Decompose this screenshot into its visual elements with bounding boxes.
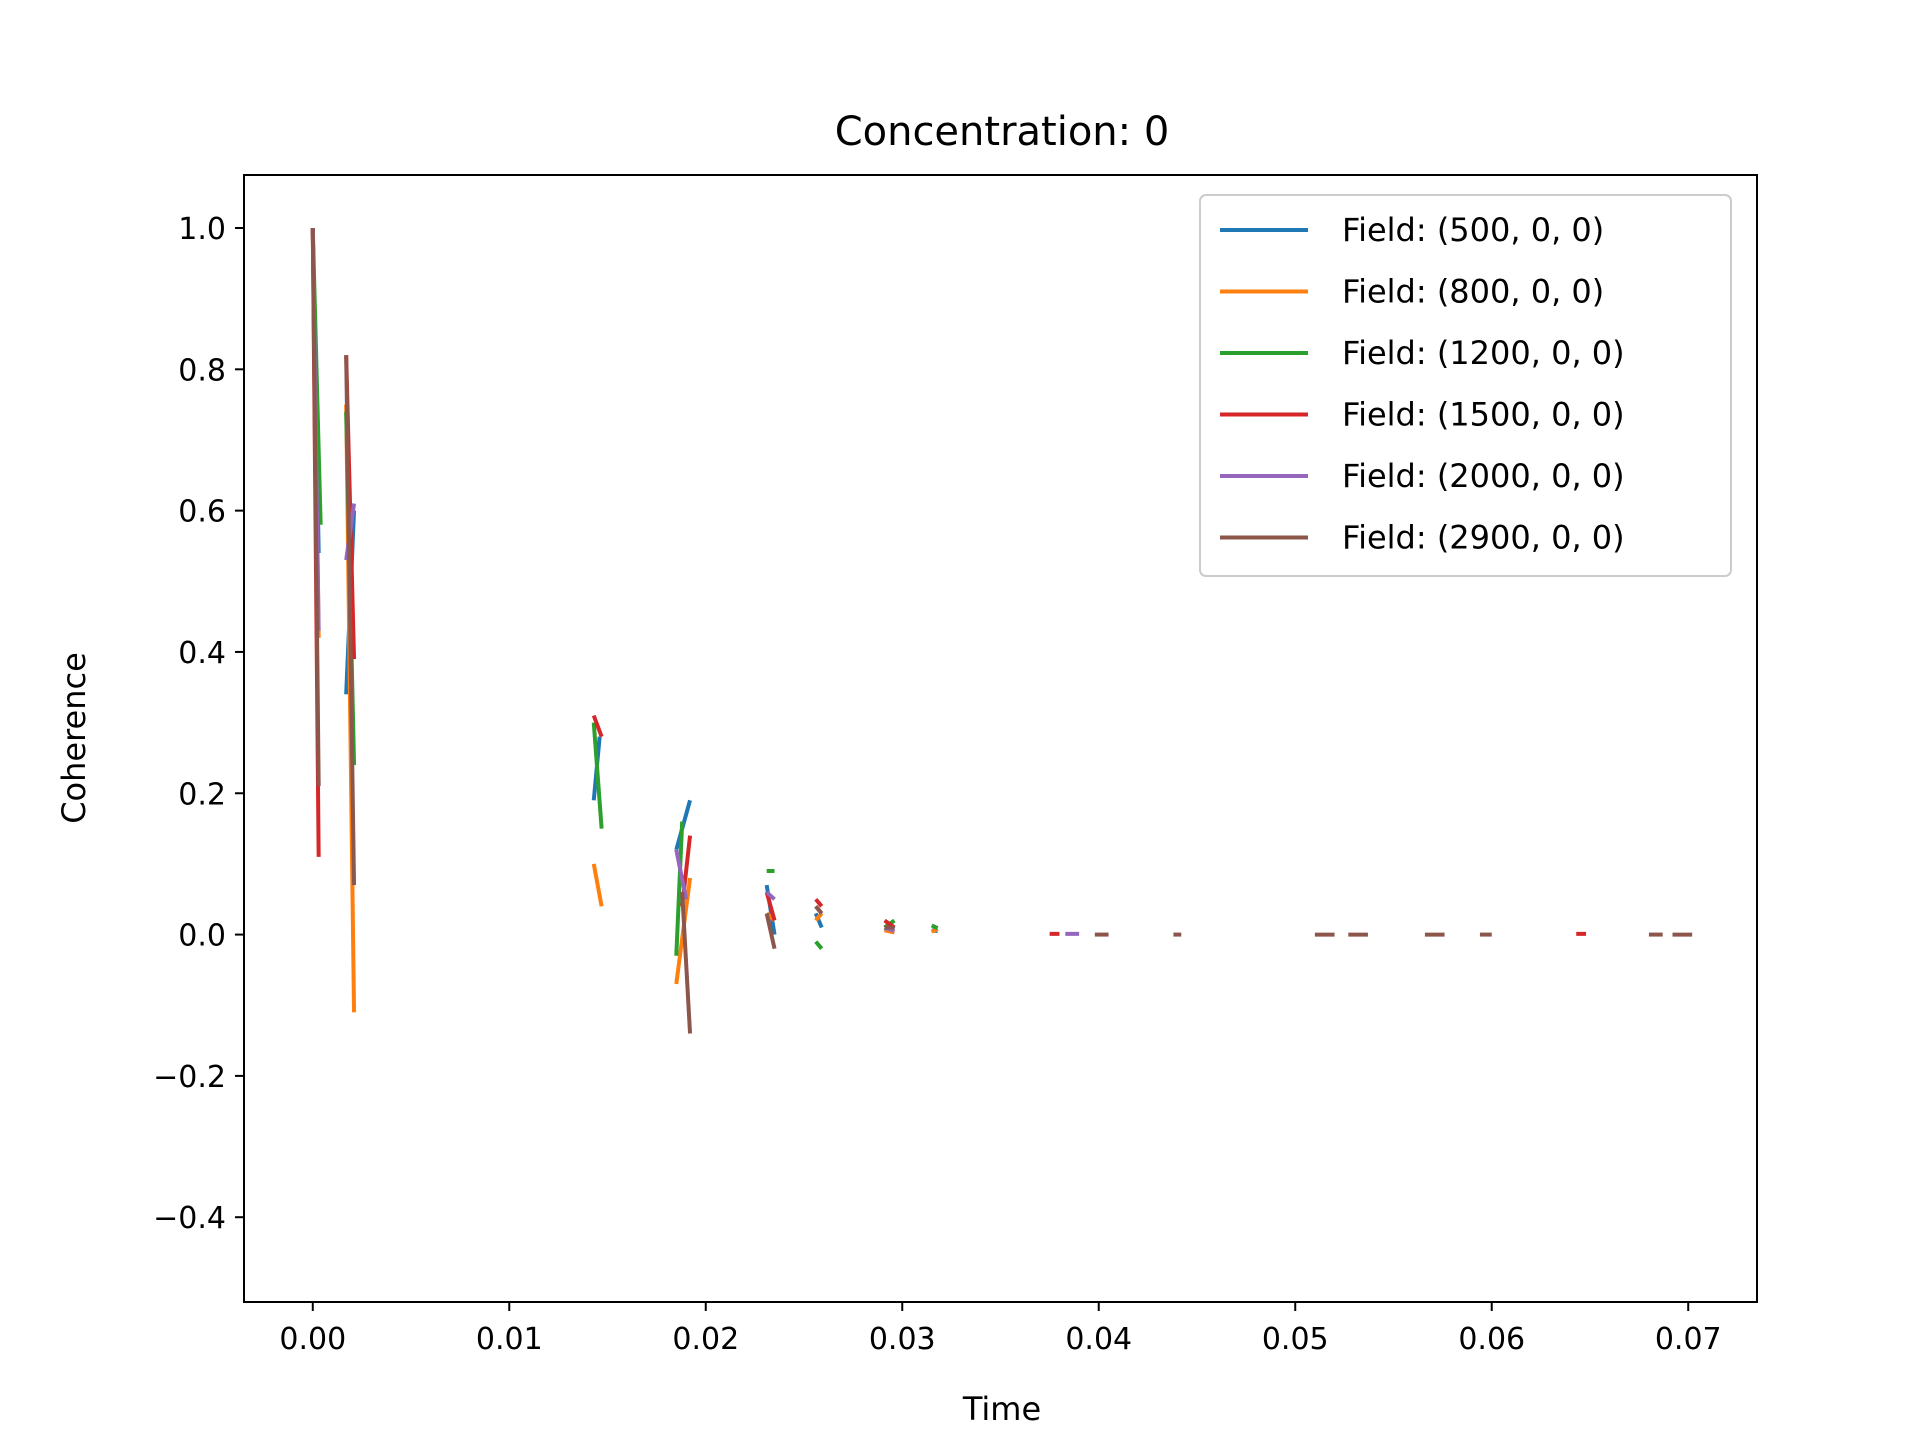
series-segment: [310, 227, 321, 787]
chart-title: Concentration: 0: [835, 109, 1170, 155]
x-tick-label: 0.01: [476, 1322, 543, 1357]
y-tick-label: 0.4: [178, 636, 226, 671]
legend-entry: Field: (2000, 0, 0): [1342, 457, 1625, 495]
plot-frame: [243, 174, 1758, 1303]
series-segment: [591, 863, 604, 907]
y-axis-label: Coherence: [55, 652, 93, 824]
series-segment: [814, 905, 824, 915]
y-tick-label: −0.2: [153, 1060, 226, 1095]
legend-entry: Field: (1500, 0, 0): [1342, 396, 1625, 434]
series-segment: [674, 821, 685, 956]
y-tick-label: 0.2: [178, 777, 226, 812]
series-segment: [344, 355, 357, 886]
series-segment: [764, 912, 777, 950]
legend-entry: Field: (800, 0, 0): [1342, 273, 1604, 311]
y-tick-label: 0.8: [178, 353, 226, 388]
x-axis-ticks: 0.00 0.01 0.02 0.03 0.04 0.05 0.06 0.07: [279, 1302, 1722, 1357]
y-tick-label: 1.0: [178, 212, 226, 247]
y-tick-label: −0.4: [153, 1201, 226, 1236]
x-tick-label: 0.07: [1655, 1322, 1722, 1357]
x-tick-label: 0.04: [1065, 1322, 1132, 1357]
series-line: [310, 227, 1693, 1034]
y-tick-label: 0.0: [178, 919, 226, 954]
legend: Field: (500, 0, 0) Field: (800, 0, 0) Fiel…: [1199, 194, 1732, 577]
series-segment: [591, 722, 604, 829]
series-segment: [814, 940, 824, 950]
x-tick-label: 0.05: [1262, 1322, 1329, 1357]
series-segment: [813, 912, 824, 929]
x-tick-label: 0.02: [672, 1322, 739, 1357]
series-segment: [674, 849, 689, 900]
series-segment: [814, 912, 824, 922]
series-segment: [814, 897, 824, 908]
legend-entry: Field: (2900, 0, 0): [1342, 519, 1625, 557]
legend-entry: Field: (500, 0, 0): [1342, 211, 1604, 249]
series-segment: [680, 892, 693, 1034]
x-tick-label: 0.00: [279, 1322, 346, 1357]
legend-entry: Field: (1200, 0, 0): [1342, 334, 1625, 372]
series-layer: [310, 227, 1693, 1034]
series-segment: [930, 923, 939, 931]
x-tick-label: 0.06: [1458, 1322, 1525, 1357]
y-tick-label: 0.6: [178, 495, 226, 530]
legend-box: [1199, 194, 1732, 577]
x-tick-label: 0.03: [869, 1322, 936, 1357]
y-axis-ticks: −0.4 −0.2 0.0 0.2 0.4 0.6 0.8 1.0: [153, 212, 244, 1236]
series-segment: [591, 714, 604, 738]
x-axis-label: Time: [962, 1390, 1041, 1428]
series-segment: [764, 891, 777, 921]
series-segment: [765, 890, 776, 901]
